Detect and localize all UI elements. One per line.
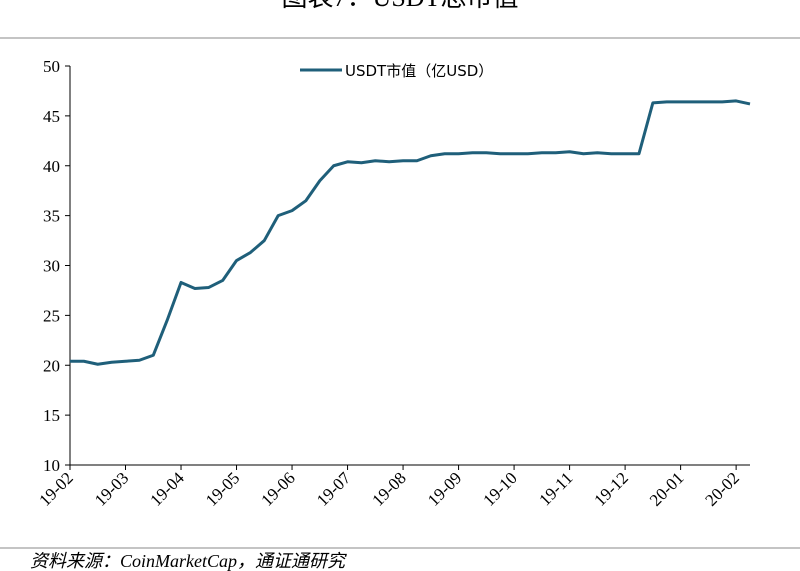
legend-label: USDT市值（亿USD） (345, 62, 493, 80)
y-tick-label: 45 (43, 107, 60, 126)
x-tick-label: 20-02 (701, 468, 742, 509)
chart-title: 图表7：USDT总市值 (282, 0, 519, 12)
y-tick-label: 25 (43, 306, 60, 325)
y-tick-label: 30 (43, 257, 60, 276)
y-tick-label: 15 (43, 406, 60, 425)
x-tick-label: 19-08 (368, 468, 409, 509)
x-tick-label: 19-07 (313, 468, 355, 510)
y-tick-label: 40 (43, 157, 60, 176)
y-tick-label: 35 (43, 207, 60, 226)
y-tick-label: 10 (43, 456, 60, 475)
x-tick-label: 19-09 (424, 468, 465, 509)
x-tick-label: 19-02 (35, 468, 76, 509)
x-tick-label: 19-03 (91, 468, 132, 509)
y-tick-label: 50 (43, 57, 60, 76)
x-tick-label: 19-10 (479, 468, 520, 509)
x-tick-label: 20-01 (646, 468, 687, 509)
x-tick-label: 19-05 (202, 468, 243, 509)
x-tick-label: 19-06 (257, 468, 298, 509)
x-tick-label: 19-12 (590, 468, 631, 509)
data-line (70, 99, 751, 366)
y-tick-label: 20 (43, 356, 60, 375)
x-tick-label: 19-11 (535, 468, 576, 509)
source-note: 资料来源：CoinMarketCap，通证通研究 (30, 551, 347, 571)
x-tick-label: 19-04 (146, 468, 188, 510)
